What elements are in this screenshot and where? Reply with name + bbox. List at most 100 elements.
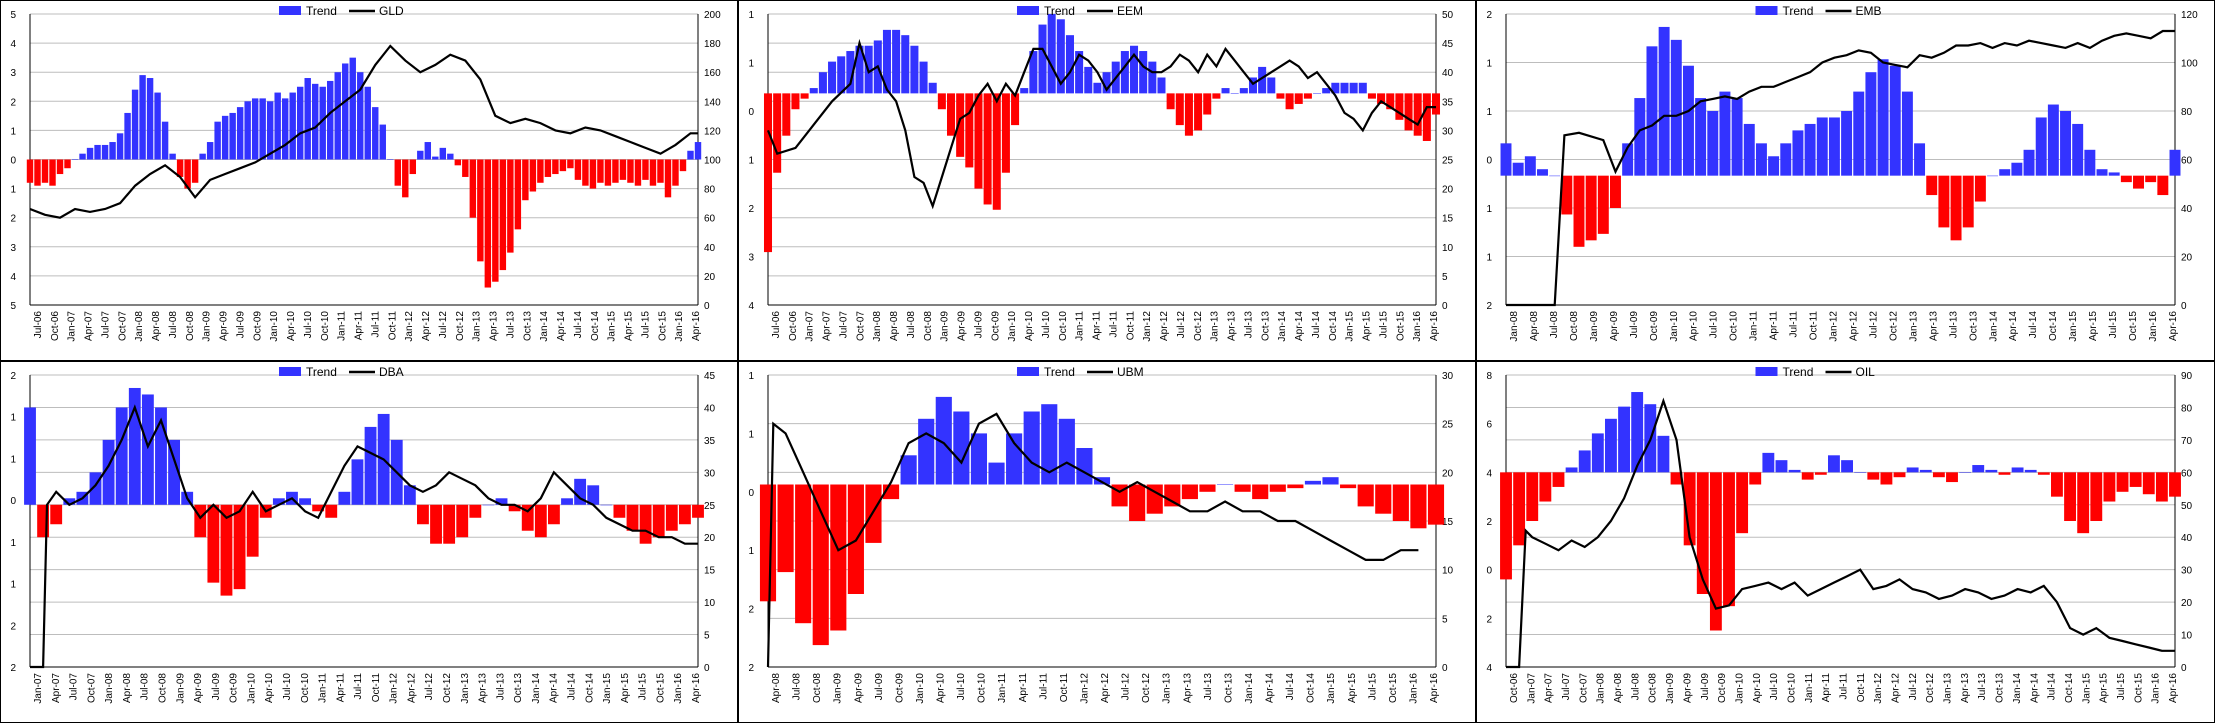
trend-bar — [1683, 472, 1696, 546]
right-tick-label: 5 — [1442, 272, 1448, 283]
trend-bar — [1194, 93, 1203, 131]
right-tick-label: 15 — [1442, 517, 1454, 528]
trend-bar — [296, 86, 304, 160]
trend-bar — [338, 491, 351, 505]
right-tick-label: 20 — [1442, 185, 1454, 196]
x-tick-label: Apr-12 — [1848, 311, 1859, 341]
x-tick-label: Jul-11 — [1038, 673, 1049, 700]
x-tick-label: Jan-13 — [1162, 673, 1173, 704]
x-tick-label: Jan-07 — [67, 311, 78, 342]
trend-bar — [1358, 82, 1367, 94]
x-tick-label: Apr-13 — [1928, 311, 1939, 341]
left-tick-label: 1 — [748, 59, 754, 70]
x-tick-label: Jul-06 — [33, 311, 44, 339]
trend-bar — [1841, 460, 1853, 473]
right-tick-label: 0 — [1442, 663, 1448, 674]
trend-bar — [64, 159, 71, 169]
trend-bar — [2035, 117, 2047, 176]
trend-bar — [63, 498, 76, 505]
right-tick-label: 20 — [2181, 598, 2193, 609]
price-line — [30, 404, 698, 669]
trend-bar — [229, 112, 236, 160]
right-tick-label: 30 — [1442, 126, 1454, 137]
right-tick-label: 30 — [2181, 566, 2193, 577]
trend-bar — [26, 159, 34, 183]
trend-bar — [281, 98, 289, 160]
x-tick-label: Oct-07 — [1578, 673, 1589, 703]
trend-bar — [2169, 472, 2181, 497]
trend-bar — [403, 485, 416, 505]
x-tick-label: Jul-12 — [1868, 311, 1879, 339]
trend-bar — [1999, 169, 2011, 176]
trend-bar — [882, 29, 891, 94]
trend-bar — [828, 61, 837, 94]
trend-bar — [41, 159, 49, 183]
trend-bar — [1775, 460, 1788, 473]
trend-bar — [665, 504, 678, 531]
right-tick-label: 200 — [704, 10, 721, 21]
right-tick-label: 10 — [1442, 566, 1454, 577]
trend-bar — [1322, 477, 1339, 485]
trend-bar — [1889, 65, 1901, 176]
trend-bar — [220, 504, 233, 596]
x-tick-label: Jul-12 — [1908, 673, 1919, 701]
trend-bar — [1084, 66, 1093, 94]
right-tick-label: 160 — [704, 68, 721, 79]
left-tick-label: 1 — [10, 413, 16, 424]
trend-bar — [639, 504, 652, 544]
trend-bar — [626, 504, 639, 531]
x-tick-label: Jan-11 — [318, 673, 329, 703]
x-tick-label: Oct-06 — [788, 311, 799, 341]
x-tick-label: Apr-14 — [1265, 673, 1276, 703]
x-tick-label: Apr-15 — [1362, 311, 1373, 341]
right-tick-label: 40 — [2181, 204, 2193, 215]
trend-bar — [357, 72, 364, 160]
trend-bar — [547, 504, 560, 525]
trend-bar — [508, 504, 521, 512]
trend-bar — [417, 150, 424, 160]
trend-bar — [2060, 111, 2072, 176]
x-tick-label: Oct-07 — [86, 673, 97, 703]
trend-bar — [342, 63, 349, 160]
x-tick-label: Oct-13 — [513, 673, 524, 703]
right-tick-label: 60 — [2181, 468, 2193, 479]
trend-bar — [1865, 72, 1877, 176]
trend-bar — [830, 484, 847, 631]
price-line — [1506, 29, 2175, 307]
price-line — [766, 38, 1436, 210]
trend-bar — [259, 98, 266, 160]
trend-bar — [988, 462, 1005, 485]
trend-bar — [1166, 93, 1175, 110]
trend-bar — [1853, 91, 1865, 176]
x-tick-label: Jul-13 — [495, 673, 506, 701]
trend-bar — [128, 387, 141, 505]
x-tick-label: Apr-08 — [771, 673, 782, 703]
trend-bar — [1239, 88, 1248, 94]
trend-bar — [1880, 472, 1893, 485]
trend-bar — [534, 504, 547, 538]
trend-bar — [1367, 93, 1376, 99]
trend-bar — [1427, 484, 1445, 525]
x-tick-label: Jul-14 — [2047, 673, 2058, 701]
trend-bar — [537, 159, 544, 183]
trend-bar — [244, 101, 251, 160]
trend-bar — [351, 459, 364, 505]
x-tick-label: Apr-11 — [1821, 673, 1832, 703]
trend-bar — [1723, 472, 1735, 607]
right-tick-label: 20 — [2181, 253, 2193, 264]
x-tick-label: Oct-14 — [590, 311, 601, 341]
x-tick-label: Jan-08 — [1509, 311, 1520, 342]
trend-bar — [1877, 59, 1889, 176]
trend-bar — [2072, 123, 2084, 176]
x-tick-label: Jan-14 — [2012, 673, 2023, 704]
x-tick-label: Jul-11 — [1839, 673, 1850, 700]
x-tick-label: Apr-10 — [1024, 311, 1035, 341]
x-tick-label: Jul-15 — [638, 673, 649, 701]
x-tick-label: Jan-15 — [1345, 311, 1356, 342]
trend-bar — [430, 504, 442, 544]
trend-bar — [1670, 472, 1683, 485]
right-tick-label: 30 — [704, 468, 716, 479]
trend-bar — [947, 93, 956, 136]
x-tick-label: Jan-15 — [2081, 673, 2092, 704]
